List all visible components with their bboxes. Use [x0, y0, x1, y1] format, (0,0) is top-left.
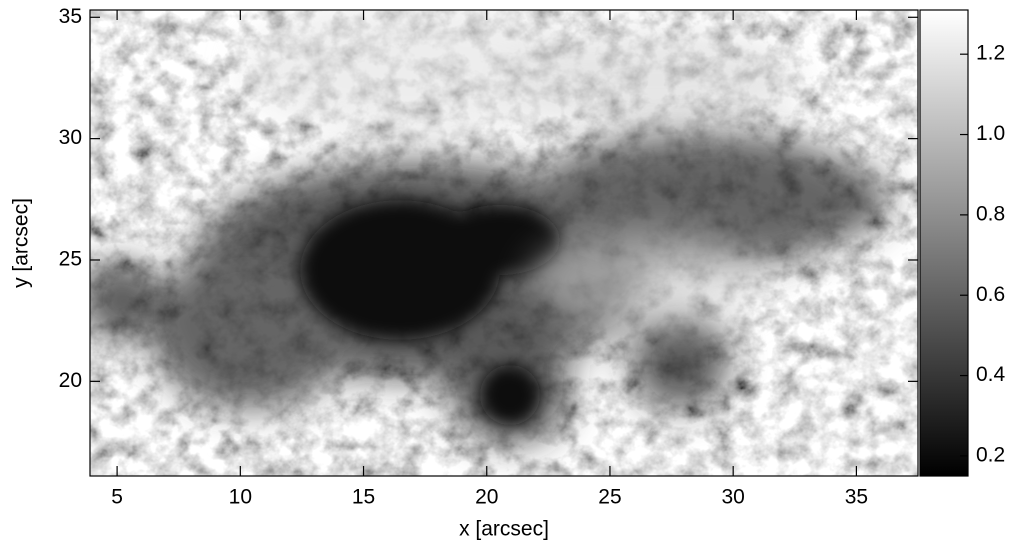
x-tick-label: 25 [598, 486, 621, 509]
colorbar-tick-label: 0.6 [976, 283, 1005, 306]
x-tick-label: 20 [475, 486, 498, 509]
y-tick-label: 35 [59, 5, 82, 28]
colorbar-tick-label: 0.4 [976, 363, 1006, 386]
x-tick-label: 5 [111, 486, 123, 509]
y-axis-label: y [arcsec] [10, 198, 33, 288]
y-tick-label: 20 [59, 369, 82, 392]
y-tick-label: 30 [59, 126, 82, 149]
colorbar-tick-label: 1.0 [976, 122, 1005, 145]
solar-image [90, 10, 918, 476]
x-tick-label: 30 [721, 486, 744, 509]
colorbar-tick-label: 0.2 [976, 443, 1005, 466]
plot-frame [89, 9, 919, 477]
colorbar [919, 9, 969, 477]
y-tick-label: 25 [59, 248, 82, 271]
x-tick-label: 35 [845, 486, 868, 509]
x-tick-label: 10 [229, 486, 252, 509]
colorbar-tick-label: 1.2 [976, 42, 1005, 65]
x-axis-label: x [arcsec] [459, 518, 549, 541]
colorbar-tick-label: 0.8 [976, 202, 1005, 225]
x-tick-label: 15 [352, 486, 375, 509]
